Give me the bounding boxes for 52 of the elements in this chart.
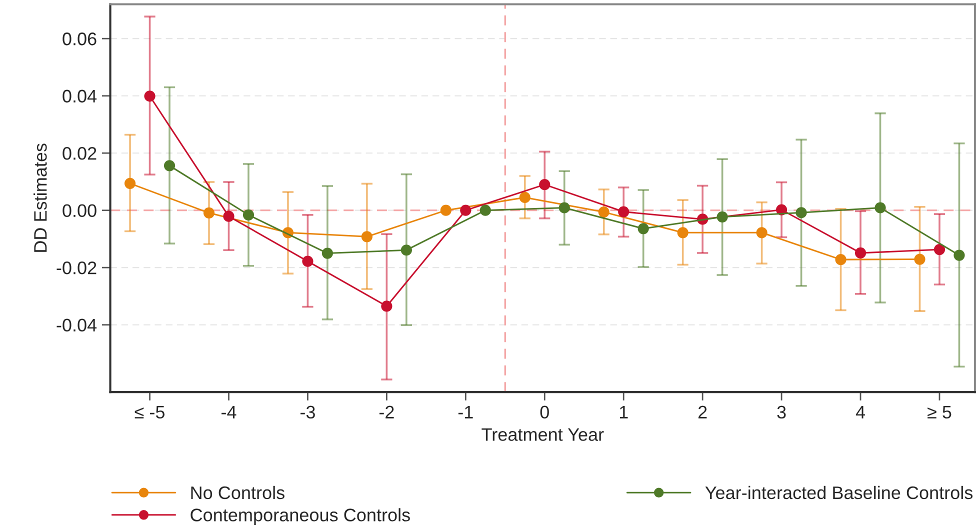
point [796, 207, 807, 218]
point [124, 178, 136, 189]
point [934, 244, 946, 256]
point [598, 206, 610, 218]
x-tick-label: ≤ -5 [134, 406, 165, 419]
point [618, 206, 630, 218]
point [302, 256, 314, 267]
y-tick-label: 0.00 [62, 204, 96, 218]
point [519, 192, 530, 204]
point [480, 204, 491, 216]
point [164, 160, 176, 172]
x-tick-label: -3 [300, 406, 315, 419]
legend-label: Year-interacted Baseline Controls [705, 486, 973, 500]
y-tick-label: 0.02 [62, 147, 96, 160]
point [460, 204, 472, 216]
x-tick-label: -4 [222, 406, 236, 418]
x-tick-label: 3 [777, 406, 786, 419]
point [638, 223, 649, 234]
x-tick-label: 1 [620, 406, 628, 418]
point [539, 179, 550, 190]
x-tick-label: -1 [458, 406, 473, 418]
point [322, 248, 334, 259]
point [874, 202, 886, 214]
point [242, 209, 254, 220]
y-axis-title: DD Estimates [34, 144, 47, 252]
point [835, 254, 846, 266]
point [381, 300, 392, 312]
point [144, 90, 156, 102]
x-tick-label: 0 [540, 406, 549, 419]
point [954, 250, 965, 261]
y-tick-label: 0.06 [62, 32, 96, 46]
point [361, 231, 372, 242]
point [400, 244, 412, 256]
y-tick-label: -0.02 [56, 262, 96, 274]
point [677, 227, 688, 238]
x-tick-label: 2 [698, 406, 707, 418]
point [716, 211, 728, 222]
y-tick-label: 0.04 [62, 90, 97, 103]
x-tick-label: -2 [379, 406, 394, 418]
x-tick-label: 4 [856, 406, 866, 418]
point [914, 254, 926, 265]
legend-label: No Controls [191, 486, 284, 500]
point [440, 204, 452, 216]
point [558, 202, 570, 214]
point [756, 227, 768, 238]
point [203, 207, 215, 218]
x-tick-label: ≥ 5 [928, 406, 952, 419]
y-tick-label: -0.04 [56, 318, 97, 332]
legend-label: Contemporaneous Controls [190, 508, 410, 525]
point [223, 210, 234, 222]
point [854, 247, 866, 259]
x-axis-title: Treatment Year [482, 428, 604, 441]
